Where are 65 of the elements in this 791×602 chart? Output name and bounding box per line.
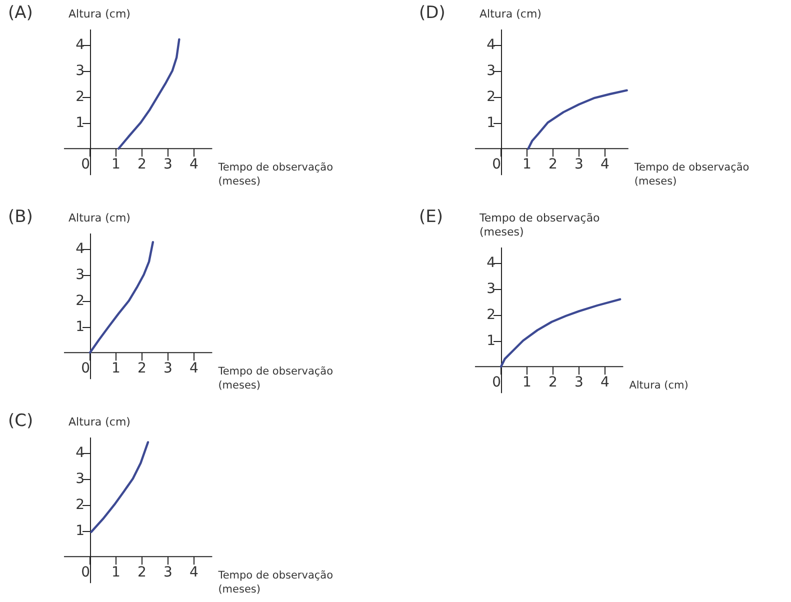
x-tick-label: 1 [112, 564, 120, 581]
x-tick-label: 2 [138, 564, 146, 581]
y-tick-label: 3 [486, 281, 496, 298]
x-axis-title: Tempo de observação (meses) [217, 366, 334, 392]
x-tick-label: 3 [164, 360, 172, 377]
y-axis-title: Altura (cm) [68, 416, 130, 428]
x-tick-label: 4 [190, 156, 199, 173]
y-tick-label: 1 [76, 115, 84, 132]
y-axis-title: Tempo de observação (meses) [478, 212, 600, 238]
y-tick-label: 4 [486, 37, 496, 54]
x-tick-label: 3 [574, 374, 584, 391]
y-tick-label: 2 [76, 497, 84, 514]
y-tick-label: 1 [76, 523, 84, 540]
chart-title: (A) [8, 3, 33, 23]
y-tick-label: 4 [76, 445, 85, 462]
x-tick-label: 1 [112, 360, 120, 377]
x-axis-title: Tempo de observação (meses) [633, 162, 750, 188]
y-tick-label: 3 [76, 471, 84, 488]
y-tick-label: 1 [486, 115, 496, 132]
x-tick-label: 1 [522, 374, 532, 391]
x-tick-label: 2 [138, 156, 146, 173]
chart-title: (C) [8, 411, 34, 431]
y-tick-label: 3 [76, 63, 84, 80]
x-tick-label: 4 [190, 360, 199, 377]
line-series [88, 241, 154, 354]
line-series [500, 298, 622, 368]
y-axis-title: Altura (cm) [480, 8, 542, 20]
y-tick-label: 2 [486, 89, 496, 106]
x-tick-label: 3 [164, 564, 172, 581]
x-axis-title: Tempo de observação (meses) [217, 162, 334, 188]
x-tick-label: 3 [164, 156, 172, 173]
x-tick-label: 2 [548, 374, 558, 391]
x-axis-title: Tempo de observação (meses) [217, 570, 334, 596]
x-tick-label: 0 [81, 564, 90, 581]
line-series [527, 89, 628, 150]
line-series [118, 38, 180, 150]
y-axis-title: Altura (cm) [68, 8, 130, 20]
chart-title: (D) [419, 3, 446, 23]
y-tick-label: 2 [76, 293, 84, 310]
x-tick-label: 0 [81, 360, 90, 377]
y-tick-label: 2 [76, 89, 84, 106]
chart-title: (B) [8, 207, 33, 227]
chart-title: (E) [419, 207, 444, 227]
x-tick-label: 0 [492, 156, 501, 173]
x-tick-label: 1 [522, 156, 532, 173]
x-tick-label: 1 [112, 156, 120, 173]
x-tick-label: 2 [138, 360, 146, 377]
y-tick-label: 3 [486, 63, 496, 80]
y-tick-label: 2 [486, 307, 496, 324]
x-tick-label: 4 [600, 156, 610, 173]
x-tick-label: 0 [81, 156, 90, 173]
x-tick-label: 0 [492, 374, 501, 391]
y-tick-label: 1 [486, 333, 496, 350]
y-tick-label: 4 [486, 255, 496, 272]
y-tick-label: 1 [76, 319, 84, 336]
y-axis-title: Altura (cm) [68, 212, 130, 224]
x-tick-label: 4 [600, 374, 610, 391]
x-tick-label: 3 [574, 156, 584, 173]
x-tick-label: 2 [548, 156, 558, 173]
line-series [90, 441, 150, 533]
x-tick-label: 4 [190, 564, 199, 581]
y-tick-label: 3 [76, 267, 84, 284]
y-tick-label: 4 [76, 241, 85, 258]
x-axis-title: Altura (cm) [629, 380, 688, 392]
y-tick-label: 4 [76, 37, 85, 54]
